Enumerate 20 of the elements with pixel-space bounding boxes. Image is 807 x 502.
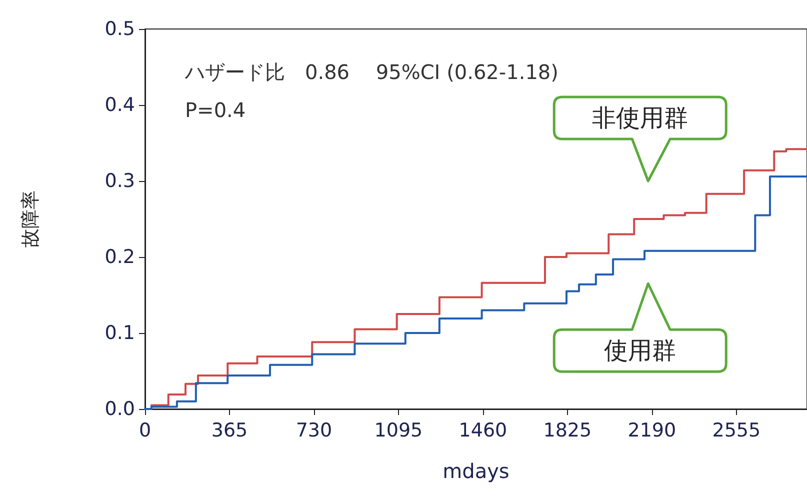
y-tick-label: 0.1 <box>104 322 135 344</box>
x-axis-title: mdays <box>442 459 510 483</box>
x-tick-label: 730 <box>296 420 332 442</box>
text: 使用群 <box>604 336 676 365</box>
x-tick-label: 1460 <box>458 420 508 442</box>
y-tick-label: 0.0 <box>104 398 135 420</box>
text: 非使用群 <box>592 104 688 132</box>
x-tick-label: 1825 <box>543 420 592 442</box>
annotation: ハザード比 0.86 95%CI (0.62-1.18) <box>184 60 558 84</box>
y-tick-label: 0.4 <box>104 94 135 116</box>
x-tick-label: 2190 <box>628 420 676 442</box>
y-tick-label: 0.5 <box>104 18 135 40</box>
annotation: P=0.4 <box>185 98 246 122</box>
y-axis-title: 故障率 <box>20 190 42 248</box>
y-tick-label: 0.2 <box>104 246 135 268</box>
x-tick-label: 2555 <box>712 420 761 442</box>
y-tick-label: 0.3 <box>104 170 135 192</box>
x-tick-label: 365 <box>211 420 248 442</box>
x-tick-label: 0 <box>138 420 152 442</box>
x-tick-label: 1095 <box>374 420 423 442</box>
